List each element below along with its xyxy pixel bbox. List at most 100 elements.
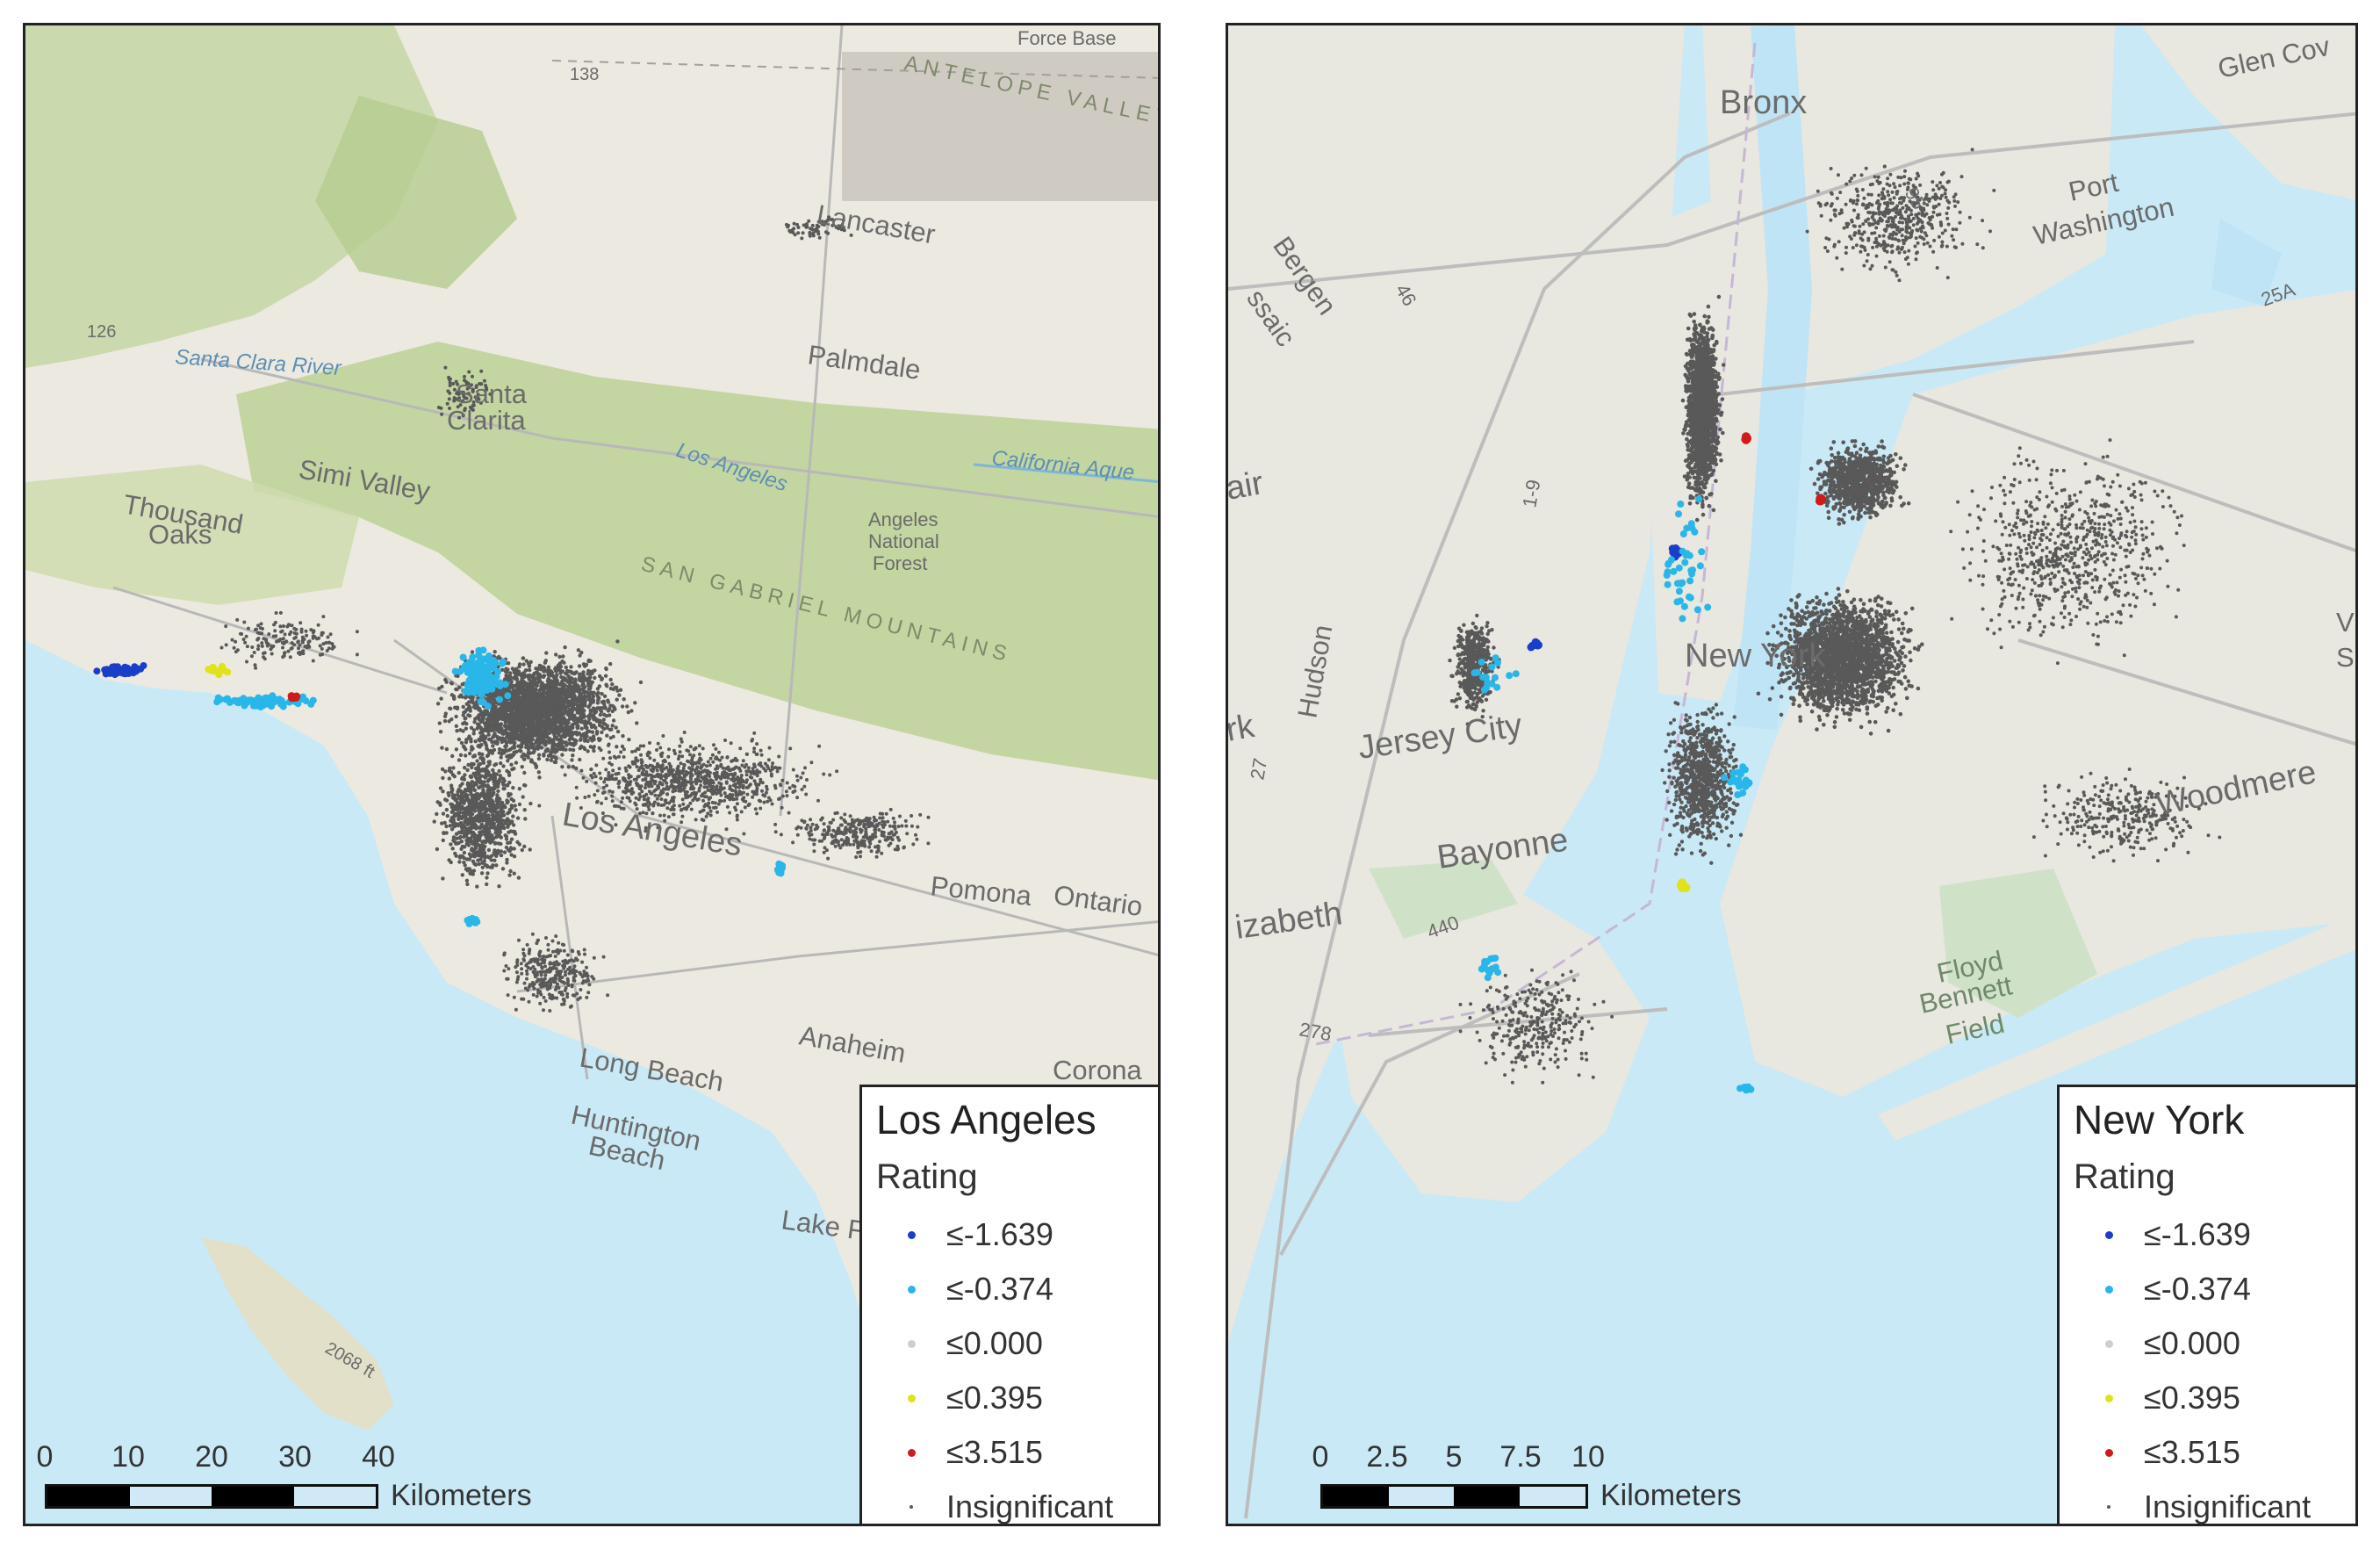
insignificant-point xyxy=(593,775,598,779)
insignificant-point xyxy=(725,804,730,809)
insignificant-point xyxy=(480,813,485,818)
insignificant-point xyxy=(910,824,914,828)
insignificant-point xyxy=(580,960,585,964)
insignificant-point xyxy=(719,782,723,786)
insignificant-point xyxy=(543,708,547,713)
insignificant-point xyxy=(527,662,531,667)
insignificant-point xyxy=(600,676,604,681)
insignificant-point xyxy=(869,821,874,825)
insignificant-point xyxy=(889,830,894,834)
insignificant-point xyxy=(490,792,494,797)
insignificant-point xyxy=(519,674,523,678)
insignificant-point xyxy=(625,704,629,709)
insignificant-point xyxy=(484,712,489,717)
insignificant-point xyxy=(731,767,736,771)
insignificant-point xyxy=(582,677,586,681)
insignificant-point xyxy=(472,781,477,786)
insignificant-point xyxy=(553,743,557,747)
insignificant-point xyxy=(556,747,560,752)
insignificant-point xyxy=(548,966,552,970)
insignificant-point xyxy=(480,818,485,823)
insignificant-point xyxy=(451,835,457,840)
insignificant-point xyxy=(592,955,596,960)
insignificant-point xyxy=(877,828,881,832)
insignificant-point xyxy=(515,977,520,982)
insignificant-point xyxy=(463,766,467,770)
insignificant-point xyxy=(605,725,609,730)
insignificant-point xyxy=(893,826,897,831)
insignificant-point xyxy=(507,967,511,971)
insignificant-point xyxy=(752,750,756,754)
insignificant-point xyxy=(565,712,571,717)
insignificant-point xyxy=(464,753,468,758)
insignificant-point xyxy=(592,708,596,712)
insignificant-point xyxy=(788,746,793,751)
insignificant-point xyxy=(715,791,719,796)
insignificant-point xyxy=(520,703,525,708)
insignificant-point xyxy=(543,691,548,696)
insignificant-point xyxy=(488,817,493,822)
insignificant-point xyxy=(578,970,582,975)
insignificant-point xyxy=(517,787,521,791)
insignificant-point xyxy=(552,709,557,713)
insignificant-point xyxy=(529,719,534,724)
insignificant-point xyxy=(849,824,853,828)
insignificant-point xyxy=(787,811,791,815)
insignificant-point xyxy=(478,778,482,782)
insignificant-point xyxy=(805,778,809,782)
insignificant-point xyxy=(669,808,673,811)
insignificant-point xyxy=(745,752,749,756)
insignificant-point xyxy=(617,781,622,785)
insignificant-point xyxy=(512,737,517,741)
insignificant-point xyxy=(856,850,860,854)
insignificant-point xyxy=(608,677,613,682)
insignificant-point xyxy=(866,837,870,841)
insignificant-point xyxy=(660,751,665,755)
insignificant-point xyxy=(449,706,453,711)
insignificant-point xyxy=(608,789,612,793)
insignificant-point xyxy=(562,660,566,665)
insignificant-point xyxy=(496,728,500,732)
insignificant-point xyxy=(639,758,644,762)
insignificant-point xyxy=(469,822,473,827)
insignificant-point xyxy=(592,734,596,739)
insignificant-point xyxy=(527,984,531,989)
insignificant-point xyxy=(544,703,549,709)
insignificant-point xyxy=(621,796,625,800)
insignificant-point xyxy=(526,750,530,755)
insignificant-point xyxy=(672,780,677,784)
insignificant-point xyxy=(685,789,689,794)
insignificant-point xyxy=(560,681,564,686)
insignificant-point xyxy=(610,799,615,804)
insignificant-point xyxy=(652,782,657,786)
insignificant-point xyxy=(533,975,537,979)
insignificant-point xyxy=(562,966,566,970)
insignificant-point xyxy=(708,756,713,760)
insignificant-point xyxy=(679,807,684,811)
insignificant-point xyxy=(705,785,709,789)
insignificant-point xyxy=(644,770,649,775)
insignificant-point xyxy=(457,817,461,822)
insignificant-point xyxy=(845,836,849,840)
insignificant-point xyxy=(522,782,527,788)
insignificant-point xyxy=(738,746,743,751)
insignificant-point xyxy=(471,728,477,732)
insignificant-point xyxy=(872,815,876,819)
insignificant-point xyxy=(450,753,455,759)
insignificant-point xyxy=(574,785,579,789)
insignificant-point xyxy=(590,975,594,979)
insignificant-point xyxy=(738,784,742,789)
insignificant-point xyxy=(572,721,577,726)
insignificant-point xyxy=(551,949,555,954)
insignificant-point xyxy=(485,871,490,876)
insignificant-point xyxy=(490,712,495,717)
insignificant-point xyxy=(493,774,497,778)
insignificant-point xyxy=(468,709,472,713)
insignificant-point xyxy=(540,674,544,679)
insignificant-point xyxy=(831,818,836,822)
insignificant-point xyxy=(455,793,460,797)
insignificant-point xyxy=(571,993,575,998)
insignificant-point xyxy=(672,796,676,800)
insignificant-point xyxy=(629,790,634,795)
insignificant-point xyxy=(498,723,503,728)
